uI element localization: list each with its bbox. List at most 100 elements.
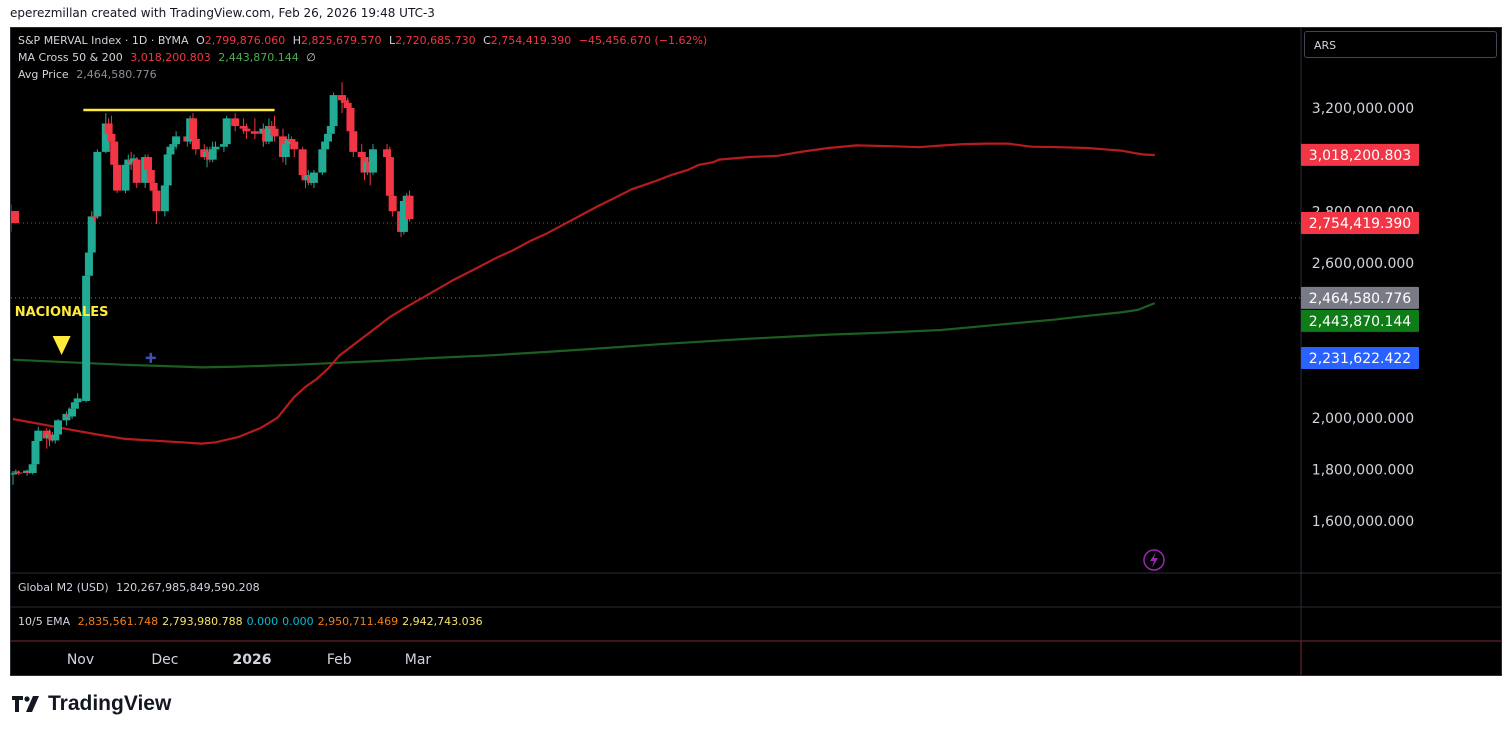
lightning-icon bbox=[1150, 552, 1158, 568]
ma-indicator-name[interactable]: MA Cross 50 & 200 bbox=[18, 51, 123, 64]
candle-body bbox=[34, 430, 43, 441]
ma-legend: MA Cross 50 & 200 3,018,200.803 2,443,87… bbox=[18, 51, 320, 64]
high-label: H bbox=[292, 34, 301, 47]
candle[interactable] bbox=[62, 411, 71, 426]
candle[interactable] bbox=[28, 462, 37, 475]
candle-body bbox=[93, 151, 102, 217]
candle-body bbox=[53, 420, 62, 435]
candle-body bbox=[110, 141, 119, 165]
candle-body bbox=[152, 190, 161, 212]
candle-body bbox=[107, 133, 116, 142]
candle[interactable] bbox=[349, 128, 358, 158]
candle[interactable] bbox=[405, 190, 414, 222]
candle-body bbox=[132, 159, 141, 183]
x-axis-tick-label: Dec bbox=[151, 652, 178, 668]
x-axis-tick-label: 2026 bbox=[233, 652, 272, 668]
candle[interactable] bbox=[113, 157, 122, 194]
candle[interactable] bbox=[31, 438, 40, 466]
avg-indicator-name[interactable]: Avg Price bbox=[18, 68, 69, 81]
candle-body bbox=[239, 126, 248, 129]
lightning-icon[interactable] bbox=[1143, 549, 1165, 571]
candle[interactable] bbox=[87, 211, 96, 256]
price-label-text: 2,231,622.422 bbox=[1309, 351, 1411, 367]
candle[interactable] bbox=[93, 149, 102, 219]
candle[interactable] bbox=[399, 198, 408, 235]
candle-body bbox=[281, 144, 290, 158]
candle-body bbox=[149, 182, 158, 191]
candle[interactable] bbox=[338, 82, 347, 114]
candle[interactable] bbox=[211, 141, 220, 155]
candle-body bbox=[385, 157, 394, 196]
candle-body bbox=[388, 195, 397, 212]
candle[interactable] bbox=[132, 157, 141, 189]
price-label-badge bbox=[1301, 143, 1419, 166]
candle[interactable] bbox=[191, 136, 200, 155]
candle[interactable] bbox=[152, 188, 161, 225]
avg-value: 2,464,580.776 bbox=[76, 68, 157, 81]
hidden-eye-icon[interactable]: ∅ bbox=[306, 51, 316, 64]
tradingview-logo-icon bbox=[12, 696, 39, 712]
candle-body bbox=[28, 464, 37, 473]
candle[interactable] bbox=[34, 426, 43, 444]
price-label-badge bbox=[1301, 346, 1419, 369]
y-axis-tick-label: 1,600,000.000 bbox=[1312, 514, 1414, 530]
ema-values: 2,835,561.748 2,793,980.788 0.000 0.000 2,95… bbox=[78, 615, 487, 628]
candle[interactable] bbox=[290, 138, 299, 158]
candle-body bbox=[169, 144, 178, 147]
candle-body bbox=[338, 95, 347, 101]
candle-body bbox=[290, 141, 299, 150]
candle[interactable] bbox=[11, 469, 20, 475]
candle-body bbox=[146, 169, 155, 183]
chart-container[interactable]: NACIONALES3,200,000.0002,800,000.0002,60… bbox=[10, 27, 1502, 676]
candle[interactable] bbox=[73, 393, 82, 408]
ema-indicator-name[interactable]: 10/5 EMA bbox=[18, 615, 71, 628]
ema-value: 2,793,980.788 bbox=[162, 615, 243, 628]
symbol-legend: S&P MERVAL Index · 1D · BYMA O2,799,876.… bbox=[18, 34, 711, 47]
currency-selector[interactable]: ARS bbox=[1304, 31, 1497, 58]
candle[interactable] bbox=[222, 115, 231, 147]
candle[interactable] bbox=[346, 105, 355, 134]
m2-indicator-name[interactable]: Global M2 (USD) bbox=[18, 581, 109, 594]
candle[interactable] bbox=[188, 113, 197, 142]
candle[interactable] bbox=[270, 115, 279, 142]
candle[interactable] bbox=[264, 118, 273, 145]
x-axis-tick-label: Mar bbox=[405, 652, 432, 668]
candle[interactable] bbox=[53, 419, 62, 438]
candle-body bbox=[219, 144, 228, 147]
candle[interactable] bbox=[309, 169, 318, 189]
ema-value: 0.000 bbox=[282, 615, 314, 628]
y-axis-tick-label: 2,000,000.000 bbox=[1312, 411, 1414, 427]
candle[interactable] bbox=[11, 204, 19, 232]
candle[interactable] bbox=[242, 123, 251, 139]
candle[interactable] bbox=[329, 92, 338, 129]
ema-value: 2,835,561.748 bbox=[77, 615, 159, 628]
candle[interactable] bbox=[82, 273, 91, 403]
candle-body bbox=[90, 216, 99, 218]
candle[interactable] bbox=[368, 144, 377, 176]
symbol-title[interactable]: S&P MERVAL Index · 1D · BYMA bbox=[18, 34, 189, 47]
candle-body bbox=[172, 136, 181, 145]
candle[interactable] bbox=[231, 113, 240, 132]
candle-body bbox=[188, 118, 197, 139]
candle[interactable] bbox=[172, 131, 181, 150]
candle-body bbox=[191, 138, 200, 150]
candle[interactable] bbox=[14, 470, 23, 476]
price-label-badge bbox=[1301, 212, 1419, 235]
candle[interactable] bbox=[160, 180, 169, 217]
snapshot-header: eperezmillan created with TradingView.co… bbox=[10, 6, 435, 20]
tradingview-logo[interactable]: TradingView bbox=[12, 692, 171, 716]
candle[interactable] bbox=[84, 249, 93, 279]
low-label: L bbox=[388, 34, 396, 47]
candle-body bbox=[368, 149, 377, 173]
candle-body bbox=[70, 402, 79, 409]
candle[interactable] bbox=[298, 146, 307, 181]
candle[interactable] bbox=[385, 146, 394, 199]
candle[interactable] bbox=[121, 159, 130, 194]
chart-canvas[interactable]: NACIONALES3,200,000.0002,800,000.0002,60… bbox=[11, 28, 1502, 676]
candle[interactable] bbox=[388, 190, 397, 217]
candle[interactable] bbox=[163, 151, 172, 189]
candle-body bbox=[346, 108, 355, 132]
candle[interactable] bbox=[11, 471, 17, 485]
candle[interactable] bbox=[208, 141, 217, 163]
candle[interactable] bbox=[250, 118, 259, 139]
